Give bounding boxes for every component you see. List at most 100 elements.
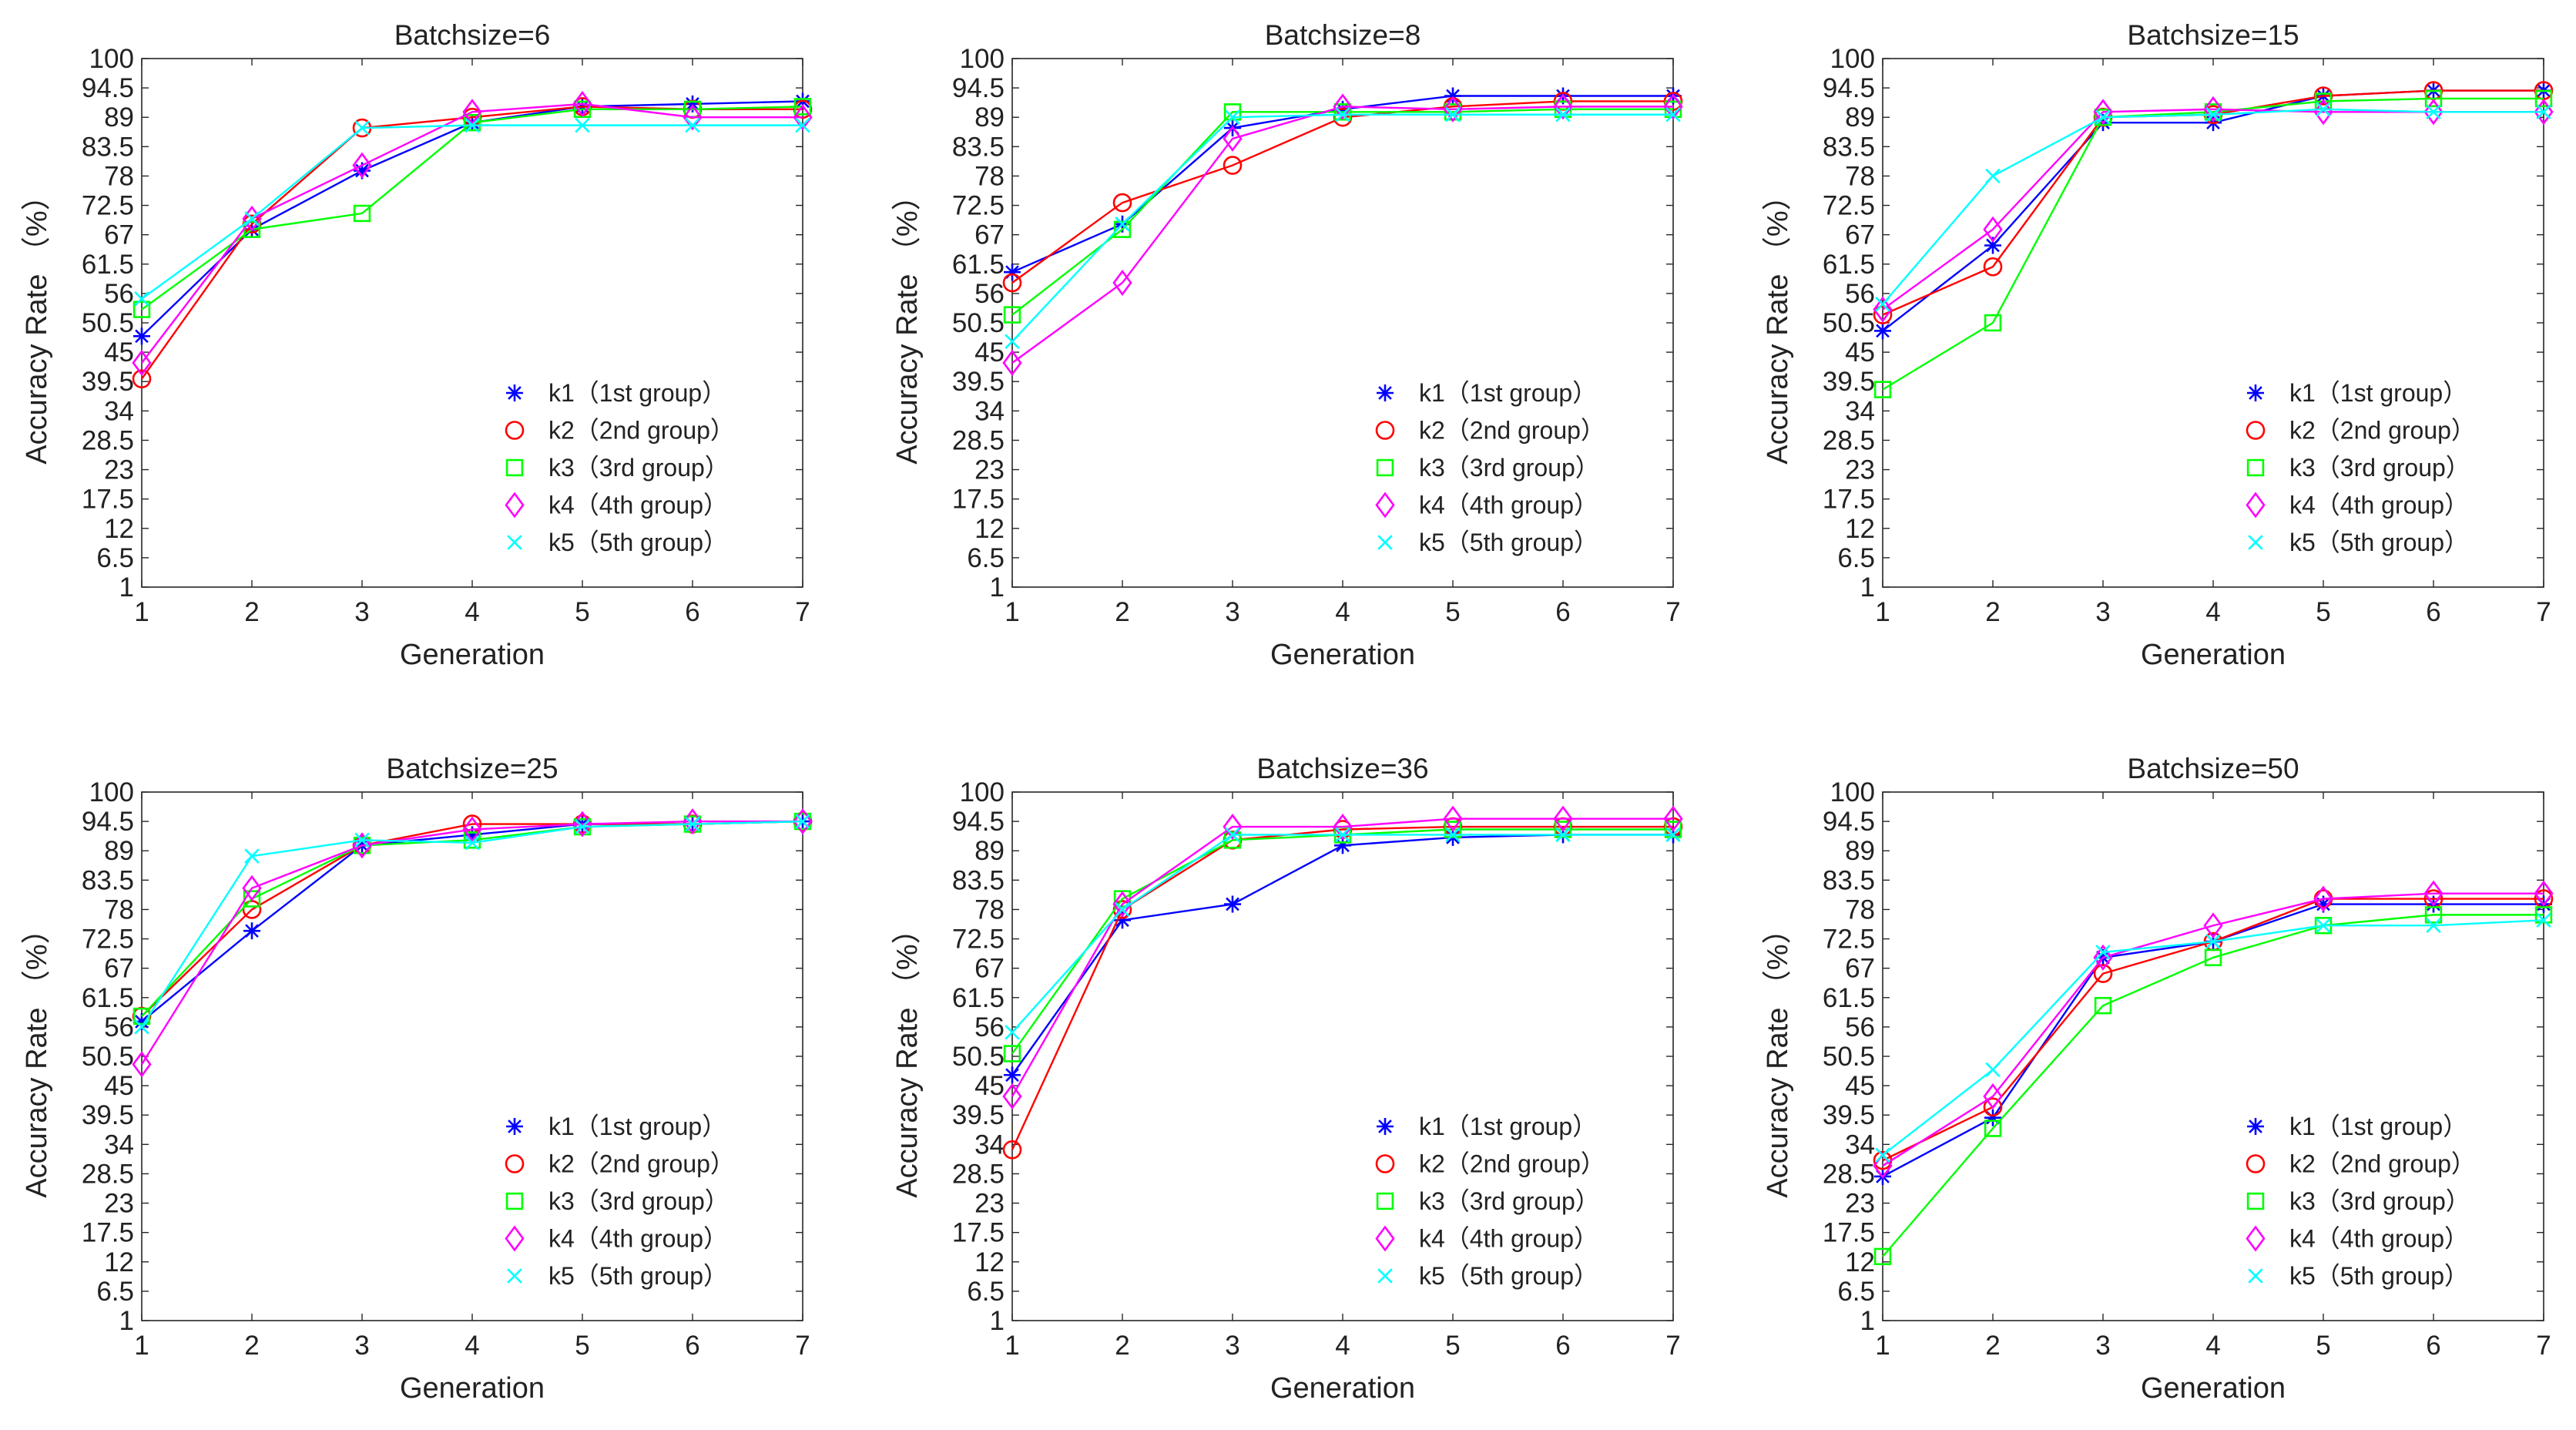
data-point-k4 <box>1663 805 1683 832</box>
data-point-k5-d2 <box>1985 1062 2001 1078</box>
legend-marker-k2 <box>505 1154 525 1173</box>
data-point-k5 <box>2316 918 2331 933</box>
y-tick-label: 89 <box>974 836 1005 866</box>
data-point-k5 <box>1225 827 1240 843</box>
series-line-k4 <box>1011 106 1673 364</box>
legend-marker-k2 <box>505 421 525 440</box>
data-point-k5-d2 <box>685 117 700 133</box>
data-point-k3 <box>1873 381 1892 398</box>
legend-label-k4: k4（4th group） <box>1419 1225 1598 1253</box>
data-point-k4-shape <box>462 99 482 126</box>
data-point-k4-shape <box>1553 93 1573 120</box>
x-tick-label: 5 <box>1445 597 1460 627</box>
data-point-k4 <box>793 104 813 131</box>
legend-marker-k3-shape <box>2246 458 2265 477</box>
y-tick-label: 17.5 <box>82 1218 134 1248</box>
legend-label-k1: k1（1st group） <box>548 379 726 407</box>
data-point-k1 <box>1874 322 1891 340</box>
data-point-k5-d2 <box>2205 107 2221 123</box>
data-point-k5 <box>2316 102 2331 117</box>
chart-title: Batchsize=36 <box>1256 753 1428 784</box>
data-point-k4 <box>132 1051 152 1078</box>
data-point-k5 <box>465 117 480 133</box>
data-point-k4 <box>2534 99 2554 126</box>
data-point-k2-shape <box>1002 273 1022 293</box>
legend-marker-k1-d2 <box>2249 1119 2262 1133</box>
y-tick-label: 17.5 <box>952 1218 1005 1248</box>
data-point-k4-shape <box>2423 880 2444 907</box>
data-point-k5 <box>1665 107 1681 123</box>
y-tick-label: 100 <box>960 44 1005 74</box>
chart-panel-2: Batchsize=816.51217.52328.53439.54550.55… <box>891 19 1683 671</box>
y-tick-label: 1 <box>1860 1306 1875 1336</box>
chart-panel-3: Batchsize=1516.51217.52328.53439.54550.5… <box>1762 19 2554 671</box>
legend-marker-k3-shape <box>505 458 524 477</box>
y-tick-label: 28.5 <box>1823 1159 1875 1189</box>
data-point-k5 <box>354 120 370 136</box>
y-tick-label: 45 <box>974 1071 1005 1101</box>
legend-label-k3: k3（3rd group） <box>1419 1187 1600 1215</box>
chart-title: Batchsize=15 <box>2127 19 2299 51</box>
legend-label-k4: k4（4th group） <box>548 492 728 519</box>
data-point-k4 <box>2313 99 2333 126</box>
y-tick-label: 39.5 <box>82 1100 134 1130</box>
legend-marker-k5-d2 <box>1377 535 1393 550</box>
y-tick-label: 61.5 <box>1823 250 1875 280</box>
data-point-k4-shape <box>1002 1083 1022 1110</box>
series-k4 <box>1002 93 1683 377</box>
data-point-k3 <box>1554 821 1572 838</box>
y-tick-label: 78 <box>974 161 1005 191</box>
data-point-k2-shape <box>1223 156 1243 175</box>
data-point-k5-d2 <box>1225 827 1240 843</box>
data-point-k2 <box>2093 964 2113 983</box>
data-point-k4 <box>132 349 152 377</box>
y-tick-label: 17.5 <box>1823 485 1875 515</box>
series-k5 <box>1875 102 2551 312</box>
data-point-k5-d2 <box>1445 107 1461 123</box>
data-point-k4-shape <box>2203 912 2223 939</box>
data-point-k4 <box>2423 99 2444 126</box>
data-point-k1-d2 <box>355 163 369 178</box>
legend-label-k4: k4（4th group） <box>2289 1225 2469 1253</box>
x-tick-label: 6 <box>685 597 699 627</box>
data-point-k4-shape <box>793 104 813 131</box>
y-tick-label: 34 <box>974 396 1005 426</box>
y-tick-label: 56 <box>1845 279 1875 309</box>
data-point-k5 <box>1335 827 1350 843</box>
data-point-k5-d2 <box>465 117 480 133</box>
y-tick-label: 83.5 <box>1823 132 1875 162</box>
y-tick-label: 94.5 <box>82 807 134 837</box>
y-tick-label: 72.5 <box>1823 191 1875 221</box>
y-tick-label: 89 <box>1845 836 1875 866</box>
data-point-k3-shape <box>1223 103 1242 121</box>
y-axis-label: Accuracy Rate （%） <box>21 181 53 464</box>
data-point-k5 <box>1875 1147 1890 1163</box>
data-point-k1-d2 <box>135 1015 149 1029</box>
data-point-k3 <box>1113 220 1132 238</box>
y-axis-label: Accuracy Rate （%） <box>891 181 924 464</box>
data-point-k5 <box>1555 107 1571 123</box>
x-tick-label: 4 <box>1335 1331 1350 1361</box>
y-axis-label: Accuracy Rate （%） <box>21 915 53 1197</box>
legend-label-k4: k4（4th group） <box>548 1225 728 1253</box>
data-point-k3-shape <box>2424 89 2443 108</box>
legend-label-k3: k3（3rd group） <box>1419 454 1600 482</box>
x-tick-label: 3 <box>2095 1331 2110 1361</box>
legend-marker-k4 <box>2246 1225 2266 1252</box>
data-point-k3-shape <box>793 98 812 116</box>
legend-marker-k4 <box>1375 492 1395 519</box>
y-tick-label: 17.5 <box>82 485 134 515</box>
data-point-k3-shape <box>1873 381 1892 398</box>
x-tick-label: 3 <box>1225 597 1239 627</box>
legend-marker-k3-shape <box>1376 1192 1394 1210</box>
y-tick-label: 100 <box>1830 777 1875 807</box>
x-tick-label: 5 <box>1445 1331 1460 1361</box>
y-tick-label: 45 <box>104 1071 134 1101</box>
data-point-k4-shape <box>242 874 262 901</box>
data-point-k5-d2 <box>1445 827 1461 843</box>
x-tick-label: 5 <box>2316 1331 2330 1361</box>
y-tick-label: 61.5 <box>952 983 1005 1013</box>
legend-marker-k1-d2 <box>2249 386 2262 400</box>
legend: k1（1st group） k2（2nd group） k3（3rd group） k… <box>505 379 735 556</box>
data-point-k3-shape <box>1113 220 1132 238</box>
